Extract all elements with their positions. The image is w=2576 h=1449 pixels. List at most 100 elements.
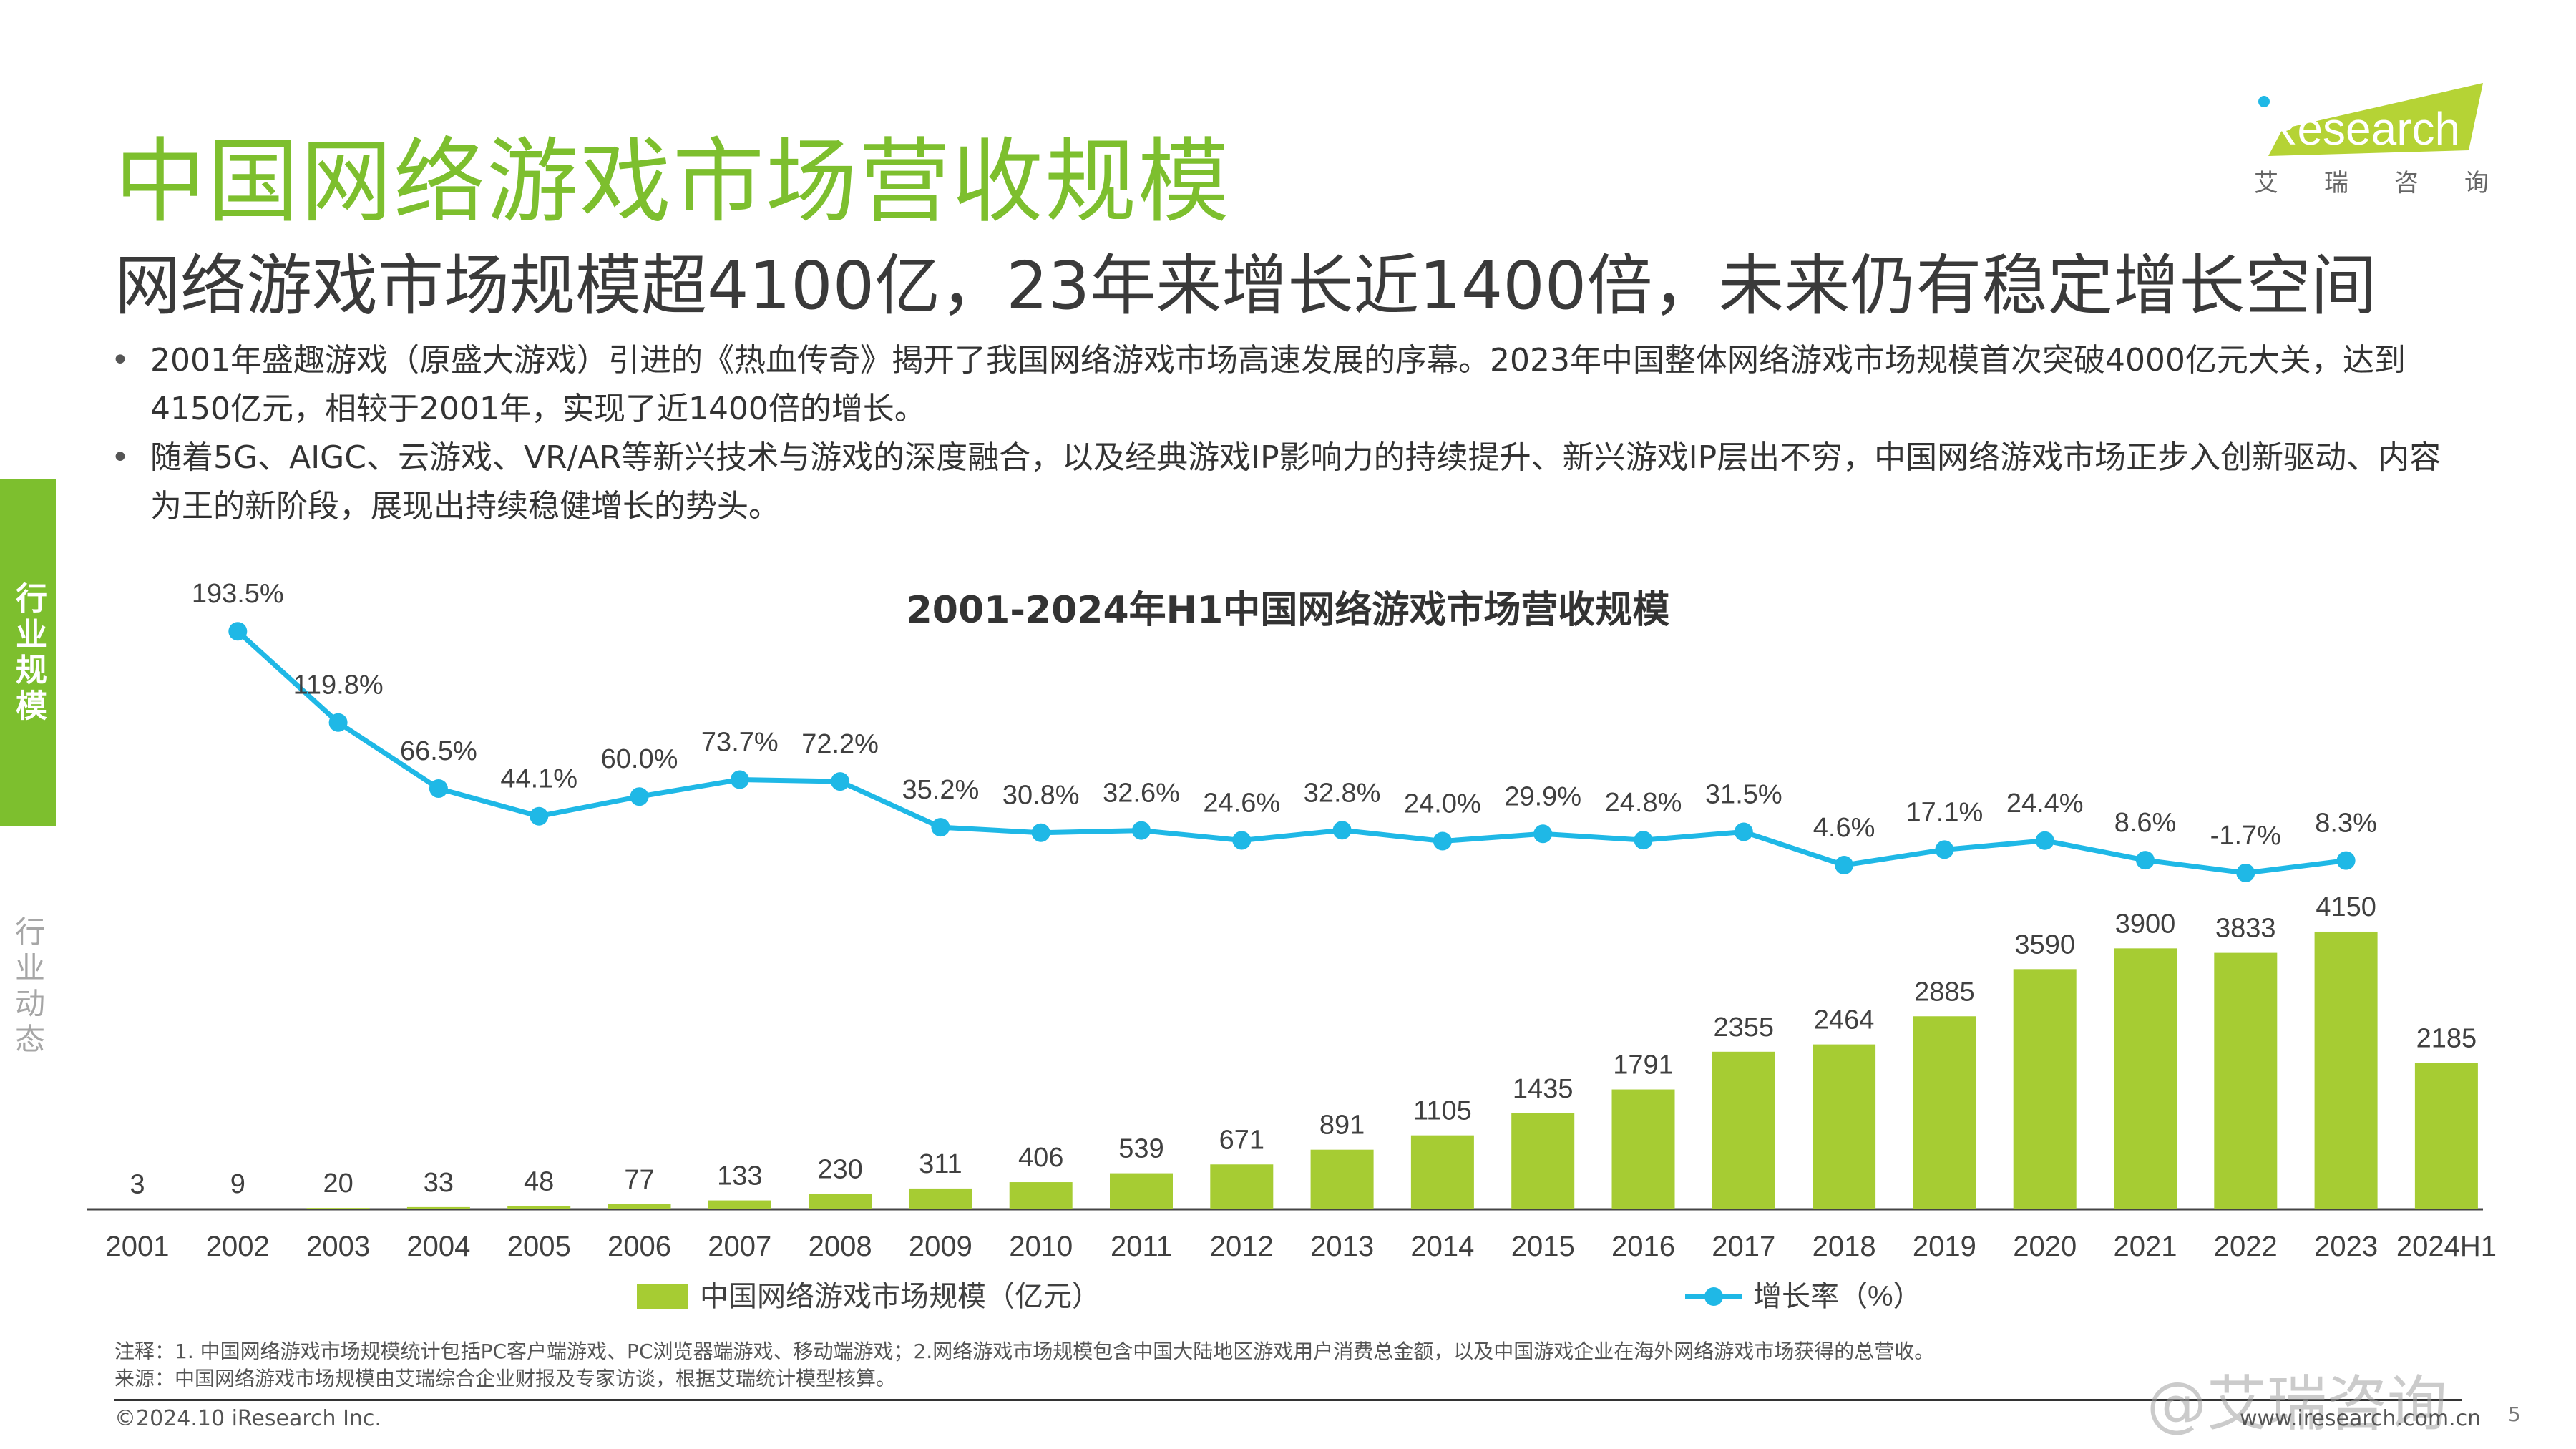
growth-rate-point xyxy=(2336,851,2356,870)
growth-rate-point xyxy=(831,772,850,791)
page-subtitle: 网络游戏市场规模超4100亿，23年来增长近1400倍，未来仍有稳定增长空间 xyxy=(114,248,2377,324)
growth-rate-point xyxy=(530,806,549,826)
bar-value-label: 3 xyxy=(130,1170,145,1200)
bar-value-label: 230 xyxy=(817,1154,862,1184)
bar xyxy=(909,1188,972,1209)
growth-rate-point xyxy=(1132,821,1151,840)
bar-value-label: 2355 xyxy=(1714,1013,1775,1043)
bar xyxy=(608,1204,671,1209)
x-tick-label: 2016 xyxy=(1611,1231,1675,1262)
x-tick-label: 2024H1 xyxy=(2396,1231,2497,1262)
growth-rate-point xyxy=(1433,831,1452,851)
growth-rate-point xyxy=(630,787,649,806)
growth-rate-label: 17.1% xyxy=(1906,797,1984,827)
growth-rate-point xyxy=(2136,851,2155,870)
bar xyxy=(708,1200,771,1209)
bar-value-label: 1105 xyxy=(1413,1096,1472,1126)
growth-rate-label: 119.8% xyxy=(293,670,384,701)
growth-rate-line xyxy=(235,629,2347,876)
x-tick-label: 2018 xyxy=(1813,1231,1876,1262)
growth-rate-label: 44.1% xyxy=(500,764,577,794)
logo-tag-char: 询 xyxy=(2464,169,2490,197)
x-tick-label: 2003 xyxy=(306,1231,370,1262)
x-tick-label: 2023 xyxy=(2314,1231,2378,1262)
legend-bar-swatch xyxy=(637,1284,688,1309)
growth-rate-label: 35.2% xyxy=(902,775,980,805)
x-tick-label: 2014 xyxy=(1410,1231,1474,1262)
bar xyxy=(1511,1113,1575,1209)
x-tick-label: 2013 xyxy=(1310,1231,1374,1262)
x-tick-label: 2010 xyxy=(1009,1231,1073,1262)
growth-rate-label: 8.6% xyxy=(2114,808,2177,838)
logo-tagline: 艾 瑞 咨 询 xyxy=(2254,163,2490,198)
bar-value-label: 671 xyxy=(1219,1125,1264,1155)
bar-value-label: 539 xyxy=(1118,1134,1163,1164)
bar-value-label: 1791 xyxy=(1613,1050,1674,1080)
bar xyxy=(1410,1135,1474,1209)
bar xyxy=(2114,948,2177,1209)
logo-tag-char: 咨 xyxy=(2394,169,2420,197)
bar-value-label: 77 xyxy=(624,1165,654,1195)
bar-value-label: 4150 xyxy=(2316,892,2376,922)
growth-rate-point xyxy=(931,818,950,837)
x-tick-label: 2008 xyxy=(809,1231,872,1262)
growth-rate-point xyxy=(228,622,248,641)
side-nav-active-label: 行业规模 xyxy=(10,581,47,725)
growth-rate-label: 66.5% xyxy=(400,736,477,766)
growth-rate-point xyxy=(1031,823,1050,842)
bar xyxy=(1611,1089,1675,1209)
side-nav-inactive-tab[interactable]: 行业动态 xyxy=(0,916,56,1095)
bar-value-label: 3900 xyxy=(2115,909,2176,939)
chart-notes: 注释：1. 中国网络游戏市场规模统计包括PC客户端游戏、PC浏览器端游戏、移动端… xyxy=(114,1338,1934,1392)
growth-rate-point xyxy=(730,770,749,789)
bar-value-label: 406 xyxy=(1018,1143,1063,1173)
bar xyxy=(1310,1149,1374,1209)
bar-value-label: 891 xyxy=(1319,1111,1365,1141)
logo-dot xyxy=(2258,96,2270,107)
x-tick-label: 2006 xyxy=(608,1231,671,1262)
growth-rate-label: 8.3% xyxy=(2315,809,2377,839)
growth-rate-label: 29.9% xyxy=(1504,781,1581,811)
logo-text: iResearch xyxy=(2254,103,2460,155)
bar xyxy=(1712,1051,1775,1209)
bar xyxy=(2214,952,2278,1209)
bar xyxy=(1913,1016,1976,1209)
bar-value-label: 1435 xyxy=(1513,1074,1574,1104)
x-tick-label: 2020 xyxy=(2013,1231,2077,1262)
page-number: 5 xyxy=(2508,1402,2521,1426)
bar xyxy=(406,1206,470,1209)
growth-rate-label: 60.0% xyxy=(601,744,678,774)
bullet-item: 2001年盛趣游戏（原盛大游戏）引进的《热血传奇》揭开了我国网络游戏市场高速发展… xyxy=(111,336,2472,434)
weibo-watermark: @艾瑞咨询 xyxy=(2147,1369,2448,1439)
bar xyxy=(1210,1164,1274,1209)
logo-parallelogram xyxy=(2268,83,2483,156)
growth-rate-point xyxy=(1232,831,1252,850)
bar-value-label: 2464 xyxy=(1814,1005,1875,1035)
x-tick-label: 2007 xyxy=(708,1231,771,1262)
logo-tag-char: 瑞 xyxy=(2324,169,2350,197)
legend-line-marker xyxy=(1704,1287,1723,1306)
x-tick-label: 2002 xyxy=(206,1231,270,1262)
growth-rate-label: 24.4% xyxy=(2006,789,2084,819)
source-text: 来源：中国网络游戏市场规模由艾瑞综合企业财报及专家访谈，根据艾瑞统计模型核算。 xyxy=(114,1367,897,1390)
chart-title: 2001-2024年H1中国网络游戏市场营收规模 xyxy=(906,589,1670,632)
bar-value-label: 311 xyxy=(919,1149,962,1179)
growth-rate-label: 24.0% xyxy=(1404,789,1481,819)
growth-rate-label: -1.7% xyxy=(2210,821,2281,851)
growth-rate-label: 24.8% xyxy=(1605,788,1682,818)
bar xyxy=(306,1208,370,1209)
growth-rate-point xyxy=(429,779,448,798)
bar xyxy=(2013,969,2077,1209)
legend-line-label: 增长率（%） xyxy=(1753,1281,1922,1312)
side-nav-active-tab[interactable]: 行业规模 xyxy=(0,479,56,826)
bar-value-label: 48 xyxy=(524,1167,554,1197)
logo-tag-char: 艾 xyxy=(2254,169,2280,197)
growth-rate-label: 193.5% xyxy=(192,579,284,609)
x-tick-label: 2019 xyxy=(1913,1231,1976,1262)
x-tick-label: 2012 xyxy=(1210,1231,1274,1262)
bar xyxy=(2414,1063,2478,1209)
x-tick-label: 2022 xyxy=(2214,1231,2278,1262)
x-tick-label: 2004 xyxy=(406,1231,470,1262)
bar-value-label: 3590 xyxy=(2014,930,2075,960)
